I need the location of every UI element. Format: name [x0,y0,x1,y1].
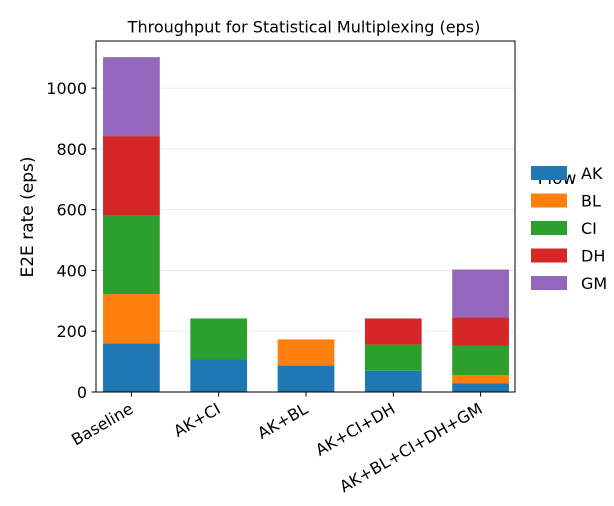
bar-segment-ak [452,383,509,392]
bar-segment-ci [452,345,509,375]
legend-swatch-dh [531,248,567,263]
bar-segment-gm [103,57,160,137]
bar-segment-ak [103,343,160,392]
legend-swatch-ak [531,166,567,180]
bar-segment-ak [190,359,248,392]
legend-label-dh: DH [581,247,605,266]
legend-label-ak: AK [581,164,603,183]
legend-label-gm: GM [581,274,607,293]
y-tick-label: 0 [77,383,87,402]
legend-swatch-bl [531,193,567,208]
y-tick-label: 600 [56,201,87,220]
bar-segment-gm [452,269,509,318]
gridlines [96,87,515,332]
y-axis-label: E2E rate (eps) [18,156,38,277]
chart-title: Throughput for Statistical Multiplexing … [127,18,481,37]
bar-segment-bl [103,294,160,344]
bar-segment-dh [452,317,509,346]
y-tick-label: 1000 [46,79,87,98]
bar-segment-bl [452,374,509,384]
y-tick-label: 800 [56,140,87,159]
bar-segment-ak [364,370,422,392]
bar-segment-bl [277,339,335,366]
bars [103,57,509,392]
bar-segment-ci [190,318,248,360]
legend-label-ci: CI [581,219,597,238]
bar-segment-ak [277,365,335,392]
bar-segment-dh [103,136,160,216]
y-tick-label: 400 [56,261,87,280]
y-tick-label: 200 [56,322,87,341]
legend-swatch-gm [531,276,567,290]
legend-label-bl: BL [581,192,601,211]
bar-segment-dh [364,318,422,345]
legend-swatch-ci [531,221,567,235]
bar-segment-ci [364,344,422,371]
bar-segment-ci [103,215,160,295]
legend-entries: AK BL CI DH GM [531,164,607,293]
